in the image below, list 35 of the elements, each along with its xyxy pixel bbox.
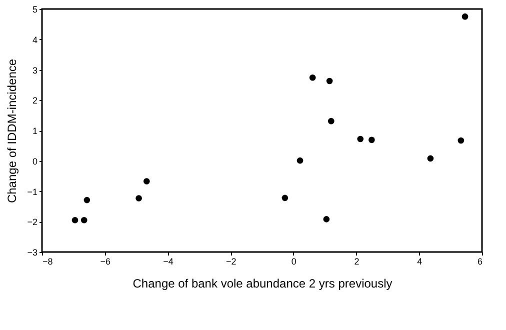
- x-tick-label: −8: [42, 256, 53, 266]
- point: [143, 178, 150, 184]
- x-tick-label: 4: [417, 256, 422, 266]
- x-tick-label: 0: [291, 256, 296, 266]
- y-tick-label: 0: [32, 156, 38, 166]
- point: [462, 13, 468, 20]
- point: [368, 136, 375, 144]
- point: [80, 216, 88, 224]
- point: [357, 136, 364, 142]
- point: [326, 78, 333, 84]
- point: [84, 196, 90, 204]
- x-tick-label: 2: [354, 256, 360, 266]
- y-tick-label: 1: [32, 126, 38, 136]
- point: [309, 74, 316, 81]
- point: [323, 216, 330, 222]
- y-tick-label: 3: [32, 65, 38, 76]
- y-tick-label: −3: [27, 248, 38, 258]
- x-tick-label: −6: [100, 256, 110, 266]
- y-tick-label: 2: [32, 96, 38, 106]
- point: [427, 155, 434, 162]
- x-tick-label: −2: [226, 256, 236, 266]
- x-tick-label: 6: [477, 256, 482, 266]
- point: [296, 157, 304, 164]
- y-tick-label: −2: [27, 217, 38, 228]
- x-axis-title: Change of bank vole abundance 2 yrs previously: [132, 276, 392, 290]
- point: [458, 137, 464, 144]
- point: [328, 118, 334, 124]
- y-tick-label: 4: [32, 34, 38, 45]
- y-tick-label: 5: [32, 4, 38, 14]
- point: [72, 216, 78, 224]
- y-tick-label: −1: [27, 186, 38, 197]
- point: [136, 195, 142, 202]
- y-axis-title: Change of IDDM-incidence: [5, 58, 20, 204]
- x-tick-label: −4: [163, 256, 174, 266]
- point: [282, 194, 288, 202]
